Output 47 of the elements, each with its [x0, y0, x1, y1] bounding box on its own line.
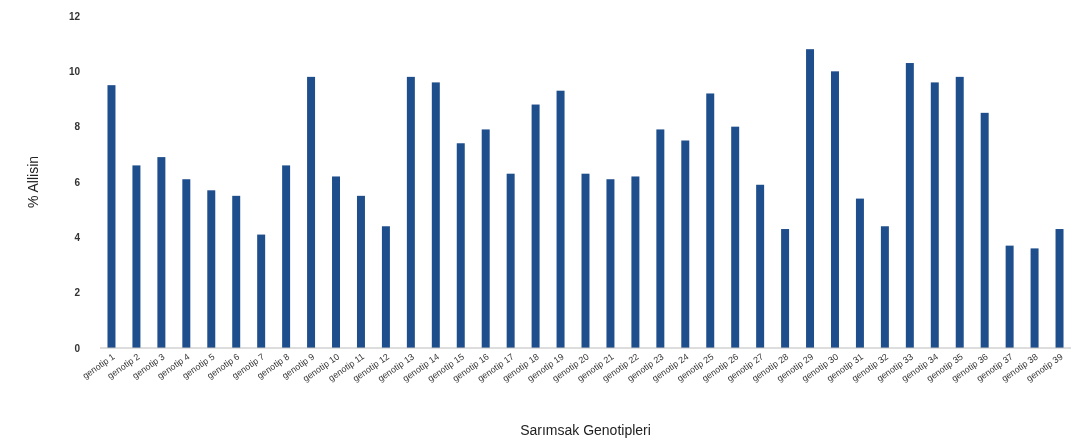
bar	[706, 93, 715, 348]
y-tick-label: 10	[68, 65, 81, 77]
bar	[955, 76, 964, 348]
bar	[332, 176, 341, 348]
bar	[207, 190, 216, 348]
bar	[855, 198, 864, 348]
bar	[880, 226, 889, 348]
bar	[157, 157, 166, 348]
y-tick-label: 4	[74, 231, 81, 243]
bar	[631, 176, 640, 348]
bar	[481, 129, 490, 348]
y-tick-label: 2	[74, 287, 81, 299]
bar	[456, 143, 465, 348]
bar	[731, 126, 740, 348]
bar	[756, 184, 765, 348]
bar	[257, 234, 266, 348]
bar	[905, 63, 914, 348]
bar	[830, 71, 839, 348]
bar	[307, 76, 316, 348]
bar	[1030, 248, 1039, 348]
y-axis-title: % Allisin	[25, 155, 41, 209]
bar	[356, 195, 365, 348]
bar	[107, 85, 116, 348]
bar	[182, 179, 191, 348]
bar	[506, 173, 515, 348]
bar	[531, 104, 540, 348]
bar	[606, 179, 615, 348]
bar	[656, 129, 665, 348]
bar	[381, 226, 390, 348]
bar	[1005, 245, 1014, 348]
bar	[232, 195, 241, 348]
bar	[132, 165, 141, 348]
bar	[681, 140, 690, 348]
bar	[431, 82, 440, 348]
y-tick-label: 8	[74, 121, 81, 133]
y-tick-label: 0	[74, 342, 81, 354]
y-tick-label: 12	[68, 10, 81, 22]
bar	[980, 112, 989, 348]
bar	[406, 76, 415, 348]
bar	[781, 229, 790, 348]
x-axis-title: Sarımsak Genotipleri	[520, 422, 651, 438]
bar	[282, 165, 291, 348]
bar	[1055, 229, 1064, 348]
bar	[930, 82, 939, 348]
bar	[556, 90, 565, 348]
y-tick-label: 6	[74, 176, 81, 188]
bar	[806, 49, 815, 348]
